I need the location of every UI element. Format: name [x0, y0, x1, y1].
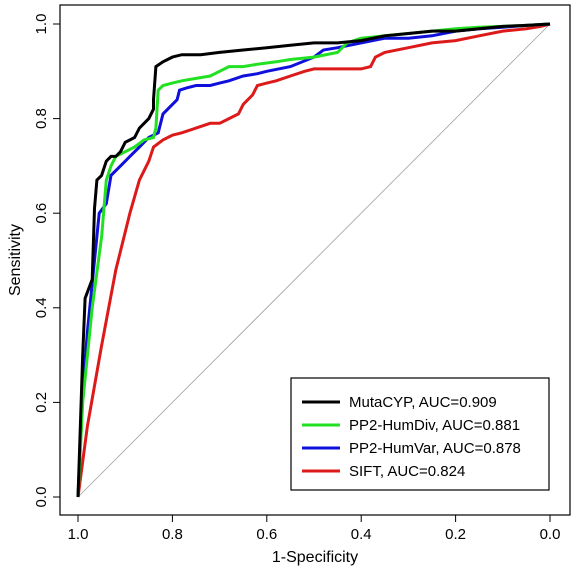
x-tick-label: 0.4: [351, 526, 372, 543]
legend-label: MutaCYP, AUC=0.909: [349, 394, 497, 411]
x-tick-label: 0.0: [540, 526, 561, 543]
x-tick-label: 0.8: [162, 526, 183, 543]
reference-diagonal-line: [77, 23, 551, 498]
legend: MutaCYP, AUC=0.909 PP2-HumDiv, AUC=0.881 P…: [290, 377, 550, 491]
y-tick-label: 1.0: [33, 14, 50, 35]
y-tick-label: 0.6: [33, 203, 50, 224]
roc-curve-2: [76, 22, 551, 498]
series-layer: [76, 22, 551, 498]
x-tick-label: 0.2: [445, 526, 466, 543]
x-axis: 1.0 0.8 0.6 0.4 0.2 0.0: [68, 514, 561, 543]
y-tick-label: 0.0: [33, 487, 50, 508]
legend-label: SIFT, AUC=0.824: [349, 463, 465, 480]
y-tick-label: 0.2: [33, 392, 50, 413]
roc-curve-3: [76, 22, 551, 498]
legend-label: PP2-HumVar, AUC=0.878: [349, 440, 521, 457]
y-tick-label: 0.8: [33, 108, 50, 129]
reference-diagonal-layer: [77, 23, 551, 498]
x-axis-title: 1-Specificity: [272, 549, 358, 566]
roc-curve-0: [76, 22, 551, 498]
x-tick-label: 1.0: [68, 526, 89, 543]
x-tick-label: 0.6: [256, 526, 277, 543]
y-tick-label: 0.4: [33, 297, 50, 318]
y-axis: 0.0 0.2 0.4 0.6 0.8 1.0: [33, 14, 61, 508]
y-axis-title: Sensitivity: [7, 224, 24, 296]
legend-label: PP2-HumDiv, AUC=0.881: [349, 417, 520, 434]
